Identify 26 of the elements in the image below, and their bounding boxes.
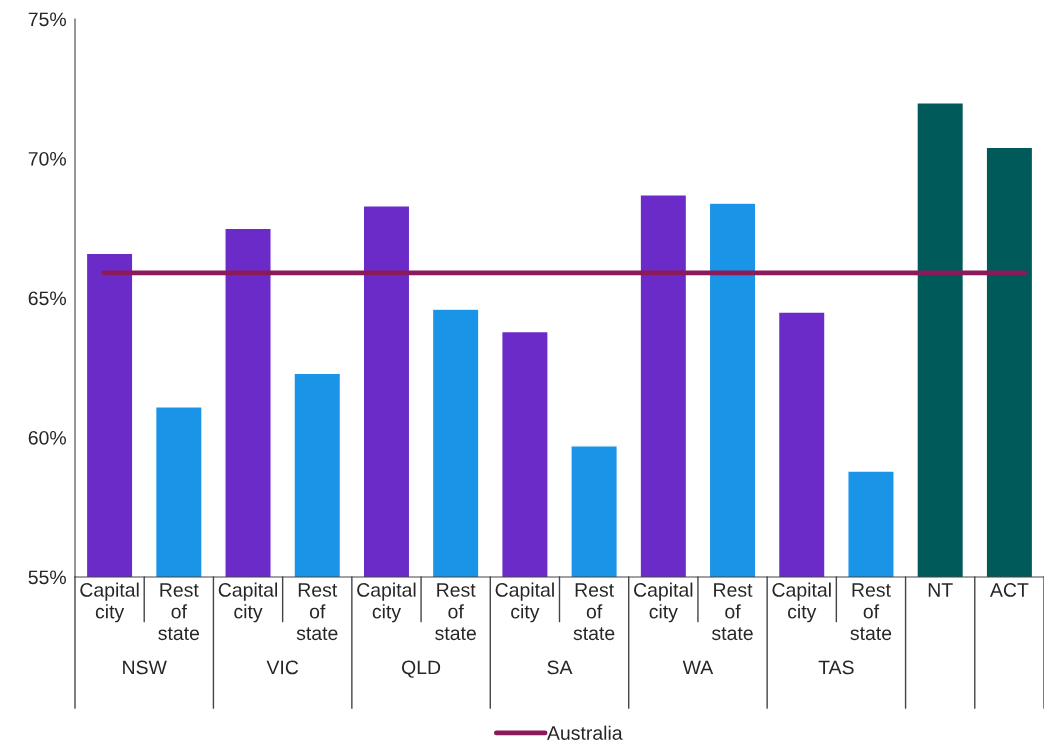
x-tick-label: Rest of state bbox=[435, 583, 476, 641]
x-tick-label: NT bbox=[928, 583, 953, 597]
x-tick-label: Capital city bbox=[772, 582, 831, 623]
x-tick-label: Rest of state bbox=[712, 583, 753, 641]
x-tick-label: ACT bbox=[989, 583, 1029, 597]
text: TAS bbox=[818, 660, 854, 675]
text: QLD bbox=[402, 660, 441, 678]
text: SA bbox=[547, 660, 573, 675]
legend-label: Australia bbox=[546, 725, 623, 740]
x-tick-label: Capital city bbox=[80, 582, 139, 623]
y-tick-label: 65% bbox=[28, 291, 66, 306]
x-tick-label: Capital city bbox=[357, 582, 416, 623]
text: VIC bbox=[266, 660, 299, 675]
y-tick-label: 75% bbox=[28, 12, 66, 27]
y-tick-label: 70% bbox=[28, 151, 66, 166]
x-tick-label: Rest of state bbox=[573, 583, 615, 641]
y-tick-label: 55% bbox=[28, 570, 66, 585]
x-tick-label: Capital city bbox=[495, 582, 554, 623]
x-tick-label: Rest of state bbox=[158, 583, 200, 641]
x-tick-label: Rest of state bbox=[296, 583, 338, 641]
x-tick-label: Rest of state bbox=[850, 583, 892, 641]
x-tick-label: Capital city bbox=[634, 582, 693, 623]
y-tick-label: 60% bbox=[28, 430, 66, 445]
text: NSW bbox=[123, 660, 167, 675]
text: WA bbox=[682, 660, 714, 675]
x-tick-label: Capital city bbox=[218, 582, 277, 623]
